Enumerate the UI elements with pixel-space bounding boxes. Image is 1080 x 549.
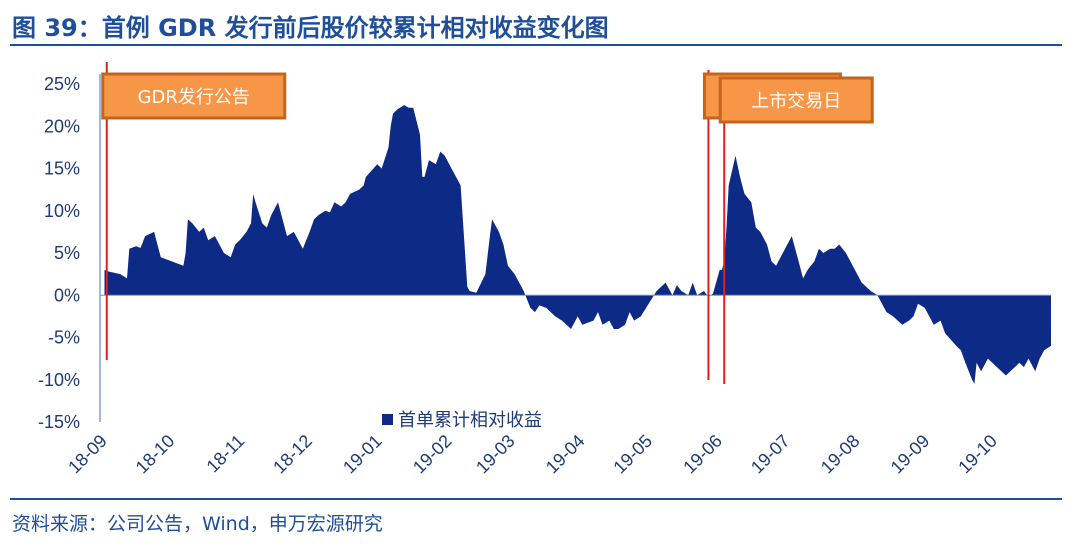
x-tick-label: 19-10 [954,431,1001,478]
event-callout-box [101,72,287,120]
event-callout-label: GDR发行公告 [138,87,250,108]
chart-canvas: 25%20%15%10%5%0%-5%-10%-15% 18-09 18-10 18… [38,62,1051,478]
y-tick-label: -15% [38,412,80,432]
x-tick-label: 18-09 [64,431,111,478]
y-tick-label: -5% [48,328,80,348]
y-tick-label: 0% [54,285,80,305]
y-axis-labels: 25% 20% 15% 10% 5% 0% -5% -10% -15% [38,74,80,432]
x-tick-label: 19-04 [542,431,589,478]
x-tick-label: 19-01 [339,431,386,478]
x-tick-label: 19-09 [887,431,934,478]
x-axis-labels: 18-09 18-10 18-11 18-12 19-01 19-02 19-03 19-04… [64,431,1001,478]
event-callouts: GDR发行公告发行日上市交易日 [101,72,874,124]
series-area [104,105,1051,384]
y-tick-label: 25% [44,74,80,94]
x-tick-label: 19-08 [817,431,864,478]
footer-rule [10,498,1062,500]
x-tick-label: 19-07 [747,431,794,478]
x-tick-label: 19-06 [679,431,726,478]
y-tick-label: 10% [44,201,80,221]
x-tick-label: 18-11 [203,431,249,477]
x-tick-label: 18-12 [269,431,316,478]
y-tick-label: 5% [54,243,80,263]
legend-swatch [382,414,393,425]
x-tick-label: 19-03 [472,431,519,478]
event-callout-box [718,76,874,124]
title-rule [10,44,1062,46]
y-tick-label: 20% [44,116,80,136]
x-tick-label: 19-05 [609,431,656,478]
x-tick-label: 19-02 [409,431,456,478]
event-callout-label: 上市交易日 [751,91,841,112]
chart-title: 图 39：首例 GDR 发行前后股价较累计相对收益变化图 [12,14,609,42]
x-tick-label: 18-10 [132,431,179,478]
source-note: 资料来源：公司公告，Wind，申万宏源研究 [12,513,383,535]
legend-label: 首单累计相对收益 [398,410,542,431]
y-tick-label: 15% [44,159,80,179]
y-tick-label: -10% [38,370,80,390]
legend: 首单累计相对收益 [382,410,542,431]
